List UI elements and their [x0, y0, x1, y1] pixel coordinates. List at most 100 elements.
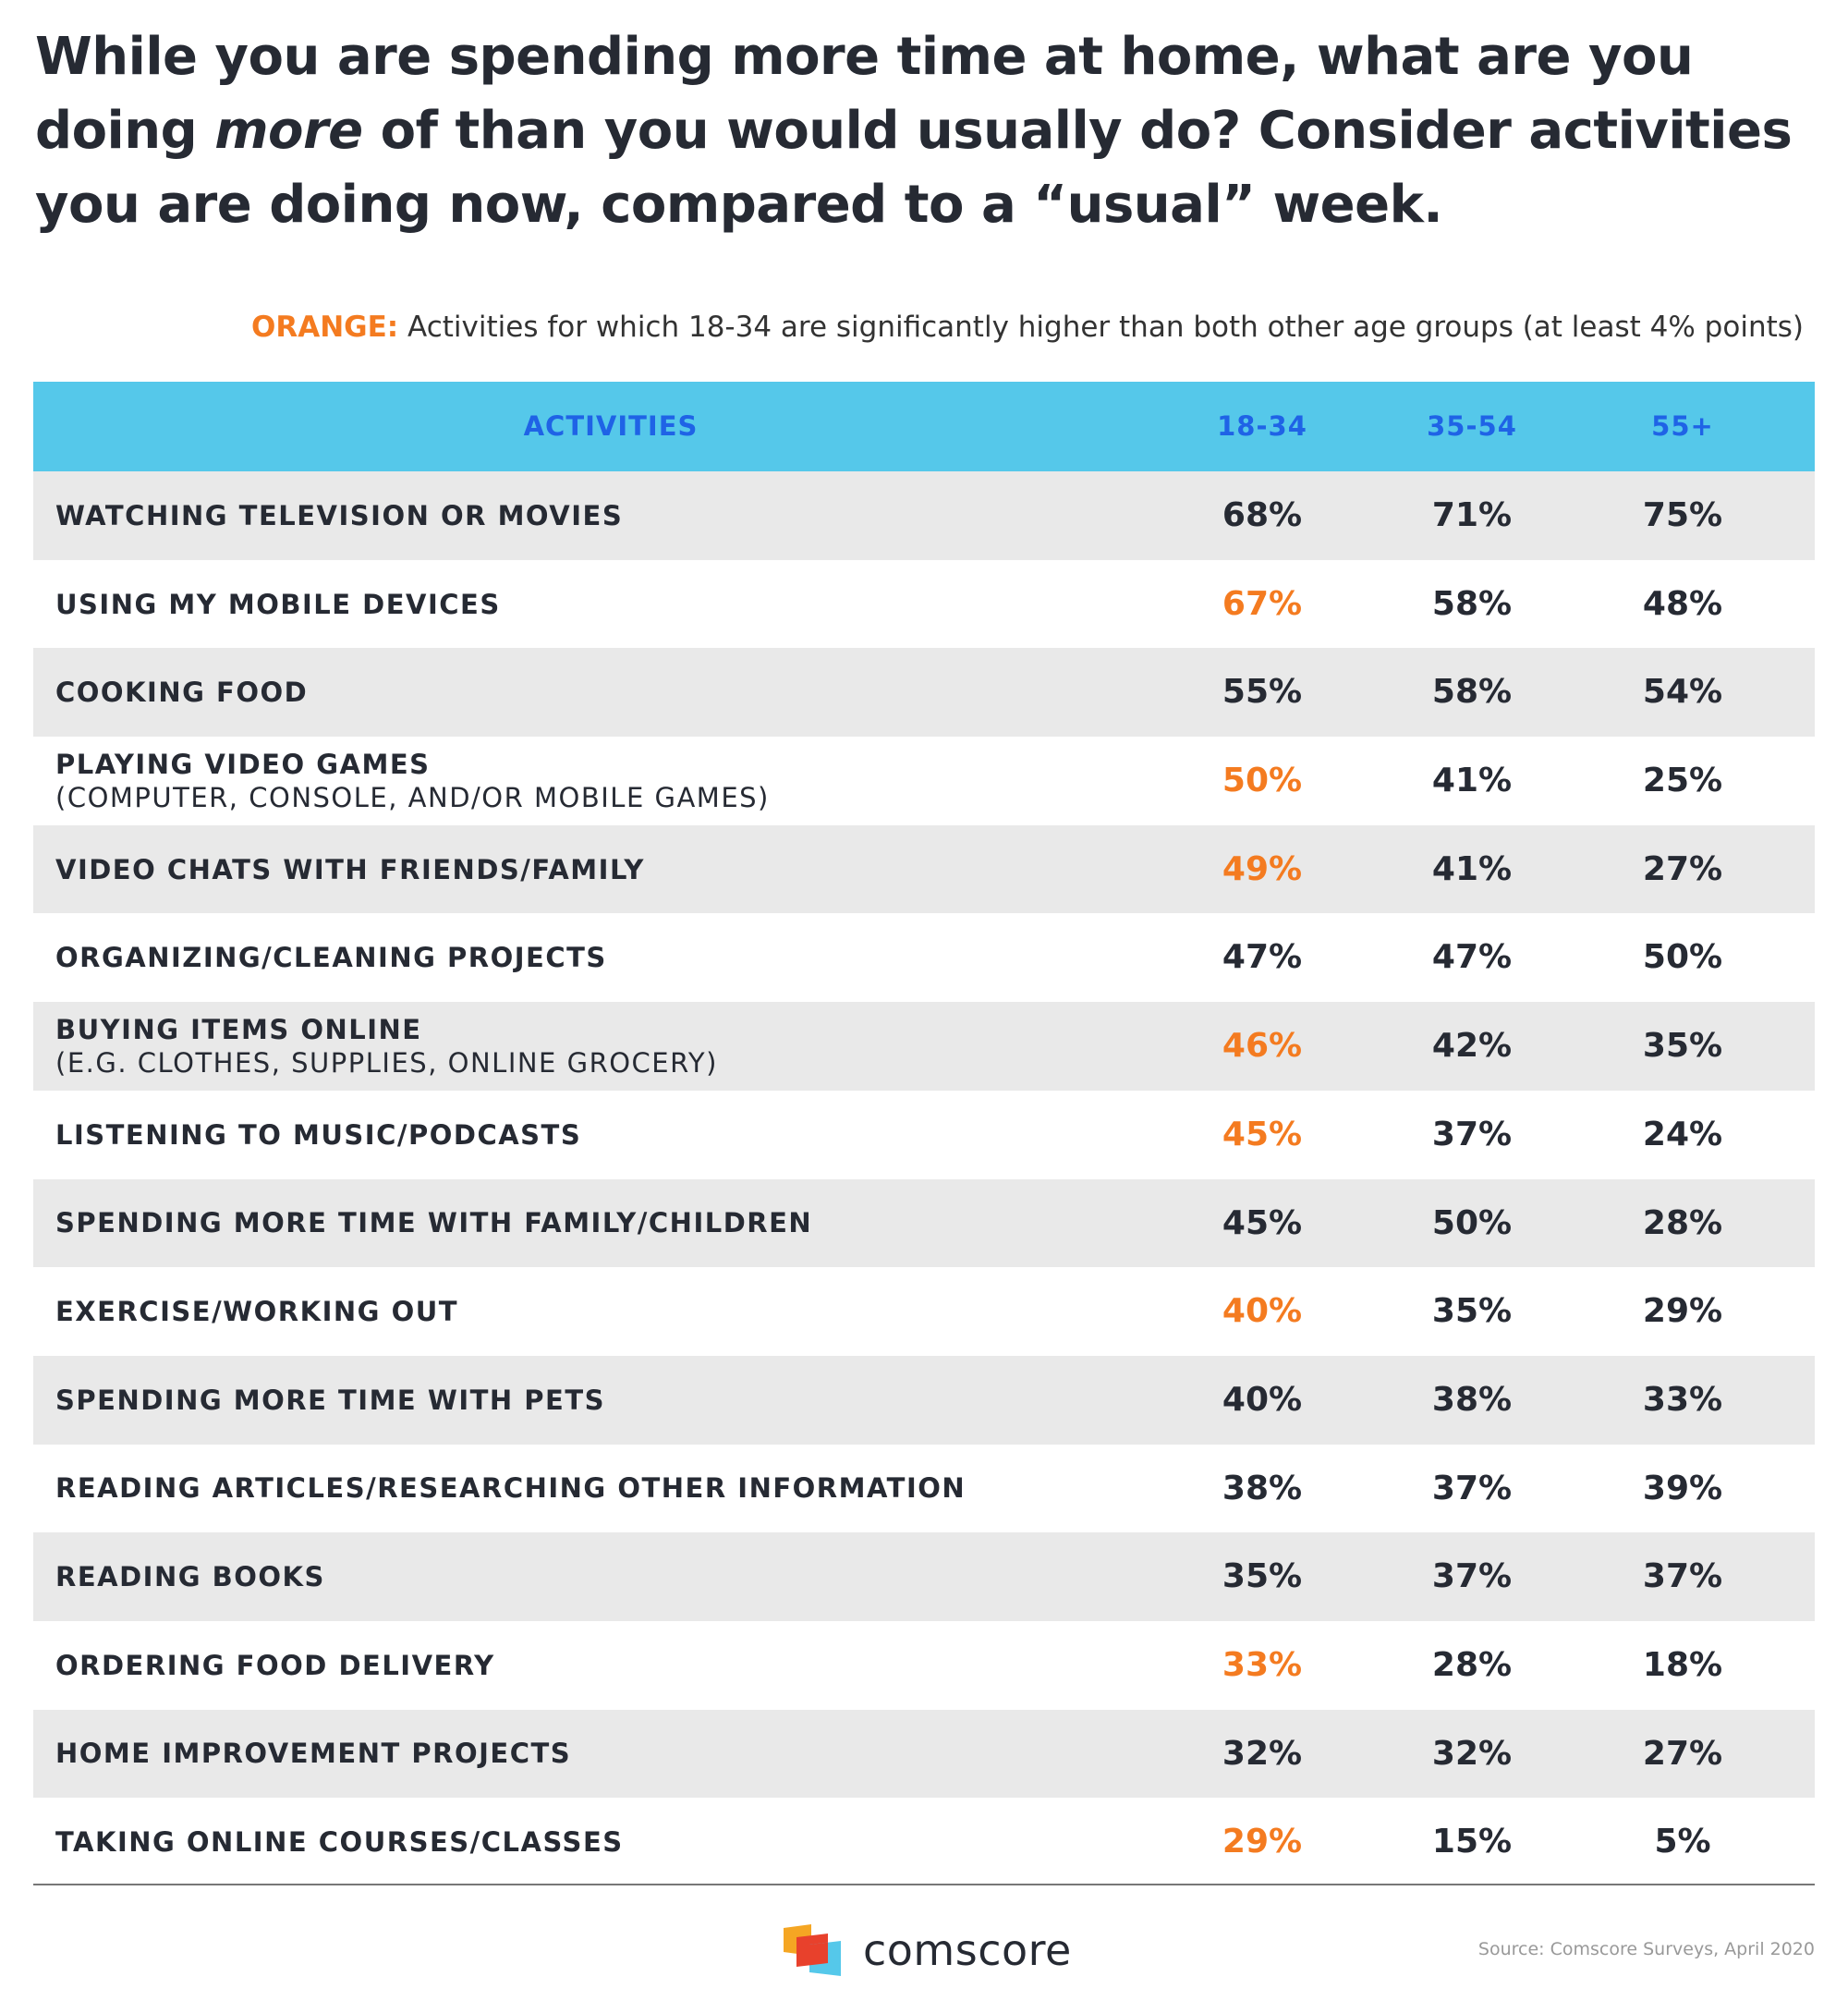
header-55-plus: 55+	[1651, 410, 1714, 442]
activity-name: WATCHING TELEVISION OR MOVIES	[55, 499, 624, 531]
value-cell-18-34: 45%	[1222, 1115, 1303, 1153]
value-cell-35-54: 41%	[1431, 849, 1513, 888]
value-cell-35-54: 37%	[1431, 1557, 1513, 1596]
value-cell-35-54: 37%	[1431, 1469, 1513, 1507]
activity-label: EXERCISE/WORKING OUT	[55, 1267, 1164, 1356]
table-row: PLAYING VIDEO GAMES (COMPUTER, CONSOLE, A…	[33, 737, 1815, 825]
value-cell-35-54: 71%	[1431, 496, 1513, 534]
table-row: SPENDING MORE TIME WITH PETS 40% 38% 33%	[33, 1355, 1815, 1445]
activity-label: TAKING ONLINE COURSES/CLASSES	[55, 1798, 1164, 1886]
activity-label: PLAYING VIDEO GAMES (COMPUTER, CONSOLE, A…	[55, 737, 1164, 825]
value-cell-18-34: 33%	[1222, 1645, 1303, 1684]
table-row: EXERCISE/WORKING OUT 40% 35% 29%	[33, 1267, 1815, 1356]
activity-name: VIDEO CHATS WITH FRIENDS/FAMILY	[55, 853, 645, 885]
value-cell-35-54: 47%	[1431, 938, 1513, 977]
value-cell-18-34: 45%	[1222, 1203, 1303, 1242]
activity-name: COOKING FOOD	[55, 677, 309, 709]
table-row: VIDEO CHATS WITH FRIENDS/FAMILY 49% 41% 27%	[33, 824, 1815, 914]
title-part-1: While you are spending more time at home…	[35, 27, 1694, 161]
table-row: READING BOOKS 35% 37% 37%	[33, 1532, 1815, 1621]
activity-label: READING BOOKS	[55, 1532, 1164, 1621]
value-cell-18-34: 55%	[1222, 673, 1303, 712]
activity-name: SPENDING MORE TIME WITH FAMILY/CHILDREN	[55, 1207, 813, 1239]
value-cell-55-plus: 25%	[1642, 762, 1723, 800]
activity-label: READING ARTICLES/RESEARCHING OTHER INFOR…	[55, 1445, 1164, 1533]
value-cell-35-54: 42%	[1431, 1027, 1513, 1066]
value-cell-55-plus: 18%	[1642, 1645, 1723, 1684]
value-cell-18-34: 40%	[1222, 1380, 1303, 1419]
table-row: TAKING ONLINE COURSES/CLASSES 29% 15% 5%	[33, 1798, 1815, 1886]
activity-label: COOKING FOOD	[55, 648, 1164, 737]
value-cell-18-34: 46%	[1222, 1027, 1303, 1066]
activity-name: TAKING ONLINE COURSES/CLASSES	[55, 1826, 624, 1859]
value-cell-18-34: 67%	[1222, 584, 1303, 623]
legend-text: Activities for which 18-34 are significa…	[398, 311, 1804, 344]
activity-label: WATCHING TELEVISION OR MOVIES	[55, 471, 1164, 560]
activity-label: USING MY MOBILE DEVICES	[55, 560, 1164, 649]
value-cell-18-34: 40%	[1222, 1292, 1303, 1331]
activity-name: READING ARTICLES/RESEARCHING OTHER INFOR…	[55, 1472, 967, 1505]
value-cell-18-34: 32%	[1222, 1734, 1303, 1773]
value-cell-55-plus: 29%	[1642, 1292, 1723, 1331]
header-18-34: 18-34	[1217, 410, 1307, 442]
value-cell-55-plus: 39%	[1642, 1469, 1723, 1507]
value-cell-55-plus: 54%	[1642, 673, 1723, 712]
value-cell-35-54: 28%	[1431, 1645, 1513, 1684]
value-cell-18-34: 35%	[1222, 1557, 1303, 1596]
activity-name: LISTENING TO MUSIC/PODCASTS	[55, 1118, 582, 1151]
value-cell-35-54: 15%	[1431, 1823, 1513, 1861]
value-cell-35-54: 35%	[1431, 1292, 1513, 1331]
header-activities: ACTIVITIES	[523, 410, 699, 442]
value-cell-55-plus: 27%	[1642, 1734, 1723, 1773]
value-cell-35-54: 50%	[1431, 1203, 1513, 1242]
table-row: ORDERING FOOD DELIVERY 33% 28% 18%	[33, 1621, 1815, 1710]
activity-name: EXERCISE/WORKING OUT	[55, 1296, 459, 1328]
title-part-2: of than you would usually do? Consider a…	[35, 101, 1793, 235]
activity-detail: (E.G. CLOTHES, SUPPLIES, ONLINE GROCERY)	[55, 1046, 718, 1079]
activity-label: HOME IMPROVEMENT PROJECTS	[55, 1710, 1164, 1799]
table-header: ACTIVITIES 18-34 35-54 55+	[33, 382, 1815, 471]
activity-name: ORGANIZING/CLEANING PROJECTS	[55, 942, 607, 974]
activity-label: LISTENING TO MUSIC/PODCASTS	[55, 1091, 1164, 1179]
table-row: WATCHING TELEVISION OR MOVIES 68% 71% 75%	[33, 471, 1815, 560]
table-row: COOKING FOOD 55% 58% 54%	[33, 648, 1815, 738]
value-cell-18-34: 50%	[1222, 762, 1303, 800]
value-cell-55-plus: 75%	[1642, 496, 1723, 534]
activity-name: USING MY MOBILE DEVICES	[55, 588, 501, 620]
data-table: ACTIVITIES 18-34 35-54 55+ WATCHING TELE…	[33, 382, 1815, 1886]
value-cell-35-54: 58%	[1431, 673, 1513, 712]
value-cell-55-plus: 37%	[1642, 1557, 1723, 1596]
table-row: BUYING ITEMS ONLINE (E.G. CLOTHES, SUPPLI…	[33, 1002, 1815, 1091]
value-cell-55-plus: 28%	[1642, 1203, 1723, 1242]
table-row: READING ARTICLES/RESEARCHING OTHER INFOR…	[33, 1445, 1815, 1533]
legend-note: ORANGE: Activities for which 18-34 are s…	[251, 311, 1804, 344]
header-35-54: 35-54	[1427, 410, 1517, 442]
value-cell-55-plus: 35%	[1642, 1027, 1723, 1066]
value-cell-35-54: 37%	[1431, 1115, 1513, 1153]
value-cell-18-34: 47%	[1222, 938, 1303, 977]
activity-label: ORDERING FOOD DELIVERY	[55, 1621, 1164, 1710]
activity-name: PLAYING VIDEO GAMES	[55, 748, 431, 780]
table-body: WATCHING TELEVISION OR MOVIES 68% 71% 75% US…	[33, 471, 1815, 1886]
table-row: ORGANIZING/CLEANING PROJECTS 47% 47% 50%	[33, 913, 1815, 1002]
table-row: HOME IMPROVEMENT PROJECTS 32% 32% 27%	[33, 1709, 1815, 1799]
bottom-divider	[33, 1884, 1815, 1885]
value-cell-55-plus: 27%	[1642, 849, 1723, 888]
value-cell-35-54: 41%	[1431, 762, 1513, 800]
comscore-logo: comscore	[784, 1922, 1072, 1978]
activity-name: HOME IMPROVEMENT PROJECTS	[55, 1738, 572, 1770]
activity-name: ORDERING FOOD DELIVERY	[55, 1649, 495, 1681]
activity-label: SPENDING MORE TIME WITH PETS	[55, 1356, 1164, 1445]
value-cell-35-54: 32%	[1431, 1734, 1513, 1773]
chart-title: While you are spending more time at home…	[35, 20, 1818, 242]
value-cell-35-54: 58%	[1431, 584, 1513, 623]
activity-name: SPENDING MORE TIME WITH PETS	[55, 1384, 605, 1416]
value-cell-55-plus: 50%	[1642, 938, 1723, 977]
table-row: USING MY MOBILE DEVICES 67% 58% 48%	[33, 560, 1815, 649]
activity-label: VIDEO CHATS WITH FRIENDS/FAMILY	[55, 825, 1164, 914]
logo-text: comscore	[863, 1925, 1072, 1975]
table-row: SPENDING MORE TIME WITH FAMILY/CHILDREN 4…	[33, 1178, 1815, 1268]
value-cell-18-34: 49%	[1222, 849, 1303, 888]
value-cell-35-54: 38%	[1431, 1380, 1513, 1419]
value-cell-18-34: 29%	[1222, 1823, 1303, 1861]
